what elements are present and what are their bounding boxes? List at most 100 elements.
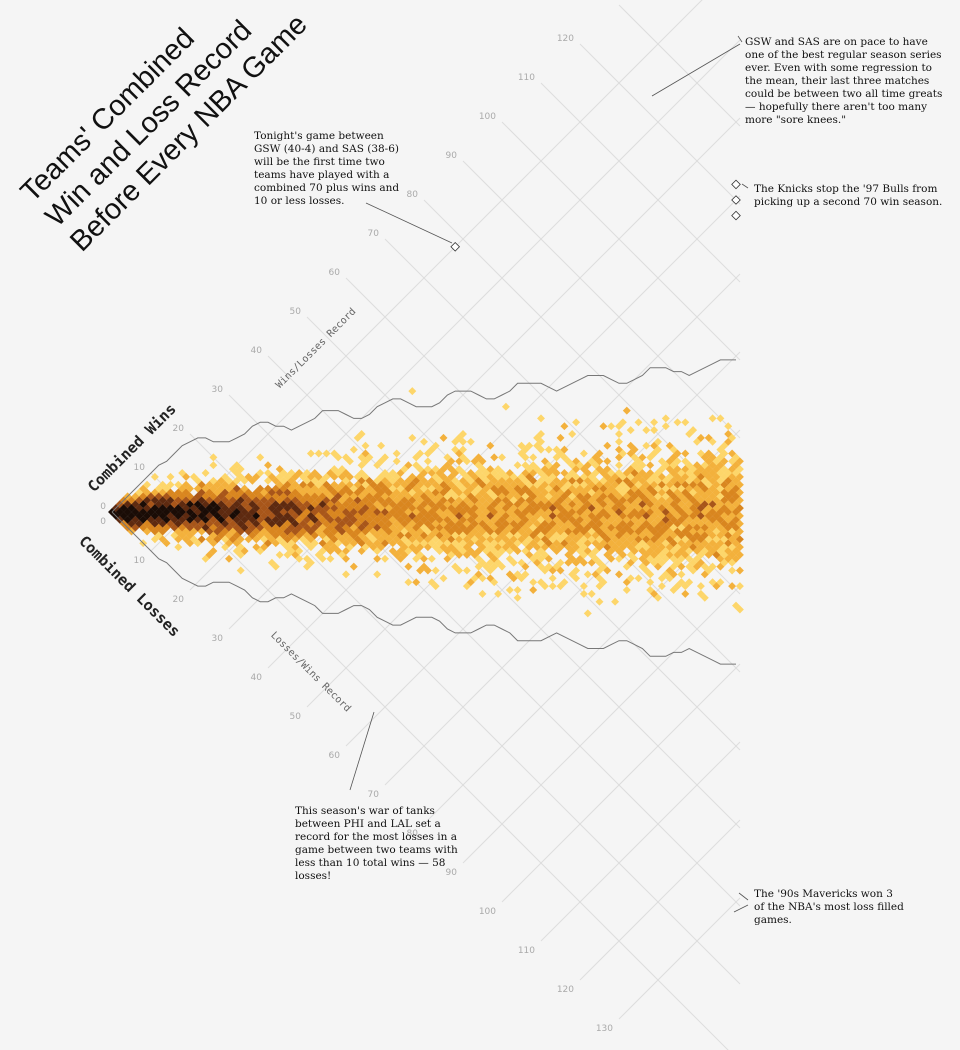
grid-line-losses-110 [540,741,741,942]
heatmap-cell [716,414,725,423]
heatmap-cell [529,586,538,594]
wins-tick-label: 70 [368,229,380,239]
axis-ticks: 0 10 20 30 40 50 60 70 80 90 100 110 120 0 10 20 30 40 50 6… [100,34,613,1034]
heatmap-cell [572,574,581,583]
heatmap-cell [673,457,682,466]
heatmap-cell [630,445,639,454]
grid-line-wins-100 [501,121,741,361]
grid-line-losses-100 [501,663,741,903]
heatmap-cell [552,469,561,477]
heatmap-cells [108,387,744,618]
losses-tick-label: 10 [134,556,146,566]
heatmap-cell [537,445,545,454]
losses-tick-label: 0 [100,517,106,527]
heatmap-cell [420,554,428,563]
annotation-leader-line-6 [733,904,749,913]
heatmap-cell [431,582,440,591]
heatmap-cell [708,437,717,446]
annotation-phi-lal: This season's war of tanks between PHI a… [295,805,458,882]
heatmap-cell [587,589,596,598]
heatmap-cell [209,461,218,470]
heatmap-cell [603,441,612,450]
annotation-gsw-sas-pace: GSW and SAS are on pace to have one of t… [745,36,943,126]
losses-tick-label: 110 [518,946,535,956]
heatmap-cell [673,449,682,458]
heatmap-cell [657,582,666,591]
heatmap-cell [595,597,604,606]
heatmap-cell [642,441,651,450]
heatmap-cell [361,441,370,450]
wins-tick-label: 50 [290,307,302,317]
heatmap-cell [498,453,506,462]
heatmap-cell [681,418,690,427]
heatmap-cell [735,543,744,552]
heatmap-cell [556,566,565,575]
grid-line-wins-40 [267,355,741,829]
heatmap-cell [423,457,432,466]
heatmap-cell [525,441,534,450]
heatmap-cell [478,574,487,583]
heatmap-cell [408,433,417,442]
heatmap-cell [556,433,565,442]
grid-line-losses-120 [579,819,741,981]
heatmap-cell [509,558,518,567]
annotation-leader-line-2 [737,35,743,43]
heatmap-cell [408,387,417,396]
heatmap-cell [685,578,694,587]
losses-tick-label: 20 [173,595,185,605]
heatmap-cell [654,593,662,602]
heatmap-cell [556,558,565,567]
heatmap-cell [579,449,588,458]
grid-line-wins-10 [150,472,729,1050]
heatmap-cell [603,457,612,466]
heatmap-cell [599,422,608,431]
heatmap-cell [579,582,588,591]
wins-tick-label: 80 [407,190,419,200]
highlighted-game-marker [731,179,741,190]
wins-tick-label: 120 [557,34,574,44]
heatmap-cell [490,578,499,587]
annotation-leader-line-5 [738,892,749,901]
heatmap-cell [728,582,737,591]
heatmap-cell [466,437,475,446]
heatmap-cell [256,453,265,462]
heatmap-cell [318,554,327,563]
heatmap-cell [735,511,744,520]
heatmap-cell [650,426,659,435]
heatmap-cell [595,457,604,466]
heatmap-cell [646,461,655,470]
heatmap-cell [513,586,522,594]
heatmap-cell [607,554,616,563]
heatmap-cell [548,574,557,583]
heatmap-cell [505,586,514,594]
heatmap-cell [548,582,557,591]
wins-tick-label: 40 [251,346,263,356]
heatmap-cell [462,566,471,575]
annotation-leader-line-4 [349,711,375,791]
heatmap-cell [669,570,678,579]
heatmap-cell [654,437,662,446]
heatmap-cell [681,589,690,598]
heatmap-cell [209,547,218,555]
heatmap-cell [735,527,744,536]
losses-tick-label: 60 [329,751,341,761]
heatmap-cell [275,550,284,559]
heatmap-cell [225,554,233,563]
heatmap-cell [427,554,436,563]
highlighted-game-marker [731,195,741,205]
losses-tick-label: 100 [479,907,496,917]
losses-tick-label: 40 [251,673,263,683]
heatmap-cell [646,578,655,587]
heatmap-cell [342,554,350,563]
losses-tick-label: 30 [212,634,224,644]
heatmap-cell [513,461,522,470]
heatmap-cell [478,589,487,598]
heatmap-cell [696,433,705,442]
annotation-leader-line-0 [365,202,453,244]
heatmap-cell [529,453,538,462]
heatmap-cell [583,609,592,618]
heatmap-cell [728,433,737,442]
heatmap-cell [708,414,717,423]
heatmap-cell [622,586,631,594]
heatmap-cell [162,539,171,548]
